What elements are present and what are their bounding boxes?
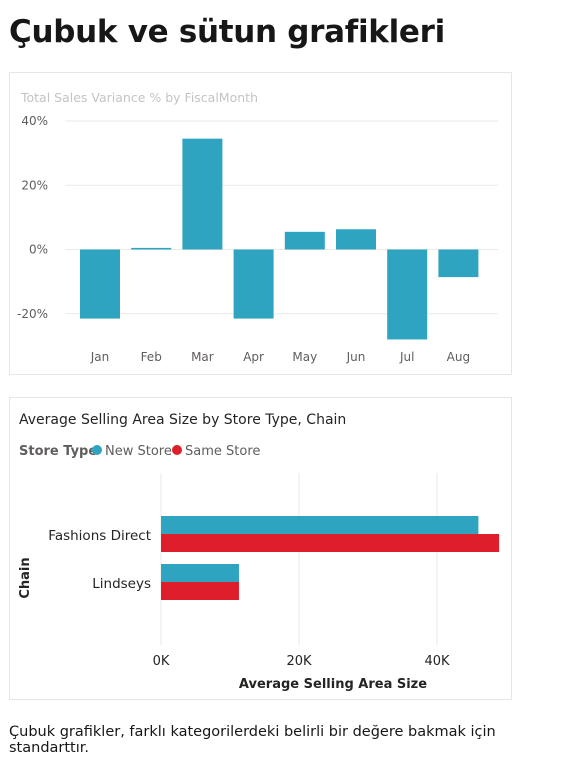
caption: Çubuk grafikler, farklı kategorilerdeki … <box>9 724 496 756</box>
bar-mar[interactable] <box>182 138 223 250</box>
y-axis-label: Chain <box>18 557 33 598</box>
legend-marker-new-store <box>92 445 102 455</box>
legend-label-new-store[interactable]: New Store <box>105 444 172 459</box>
x-tick-label: 20K <box>286 654 312 669</box>
page-title: Çubuk ve sütun grafikleri <box>9 14 445 50</box>
y-axis-ticks: 40% 20% 0% -20% <box>17 114 48 321</box>
x-tick-label: Aug <box>447 350 470 364</box>
legend-title: Store Type <box>19 444 97 459</box>
x-tick-label: 0K <box>153 654 170 669</box>
x-tick-label: Mar <box>191 350 214 364</box>
gridlines <box>160 473 438 645</box>
bar-aug[interactable] <box>438 249 479 278</box>
legend-label-same-store[interactable]: Same Store <box>185 444 260 459</box>
bar-may[interactable] <box>284 231 325 250</box>
bar-new-store-fashions-direct[interactable] <box>161 516 479 534</box>
y-tick-label: 0% <box>29 243 48 257</box>
bar-jan[interactable] <box>80 249 120 319</box>
x-axis-label: Average Selling Area Size <box>239 677 427 692</box>
x-axis-ticks: 0K 20K 40K <box>153 654 450 669</box>
x-tick-label: May <box>292 350 317 364</box>
gridlines <box>65 120 498 315</box>
x-tick-label: Jan <box>90 350 110 364</box>
selling-area-chart[interactable]: Average Selling Area Size by Store Type,… <box>9 397 512 700</box>
y-tick-label: 40% <box>21 114 48 128</box>
x-tick-label: Jun <box>346 350 366 364</box>
y-tick-label: 20% <box>21 178 48 192</box>
chart-title: Average Selling Area Size by Store Type,… <box>19 412 346 428</box>
x-tick-label: Apr <box>243 350 264 364</box>
bars <box>80 138 479 340</box>
bar-jun[interactable] <box>336 229 376 250</box>
bar-same-store-fashions-direct[interactable] <box>161 534 500 552</box>
y-tick-label: -20% <box>17 307 48 321</box>
legend: Store Type New Store Same Store <box>19 444 260 459</box>
legend-marker-same-store <box>172 445 182 455</box>
x-tick-label: Jul <box>399 350 414 364</box>
x-axis-ticks: Jan Feb Mar Apr May Jun Jul Aug <box>90 350 470 364</box>
bar-jul[interactable] <box>387 249 428 340</box>
bar-same-store-lindseys[interactable] <box>161 582 239 600</box>
sales-variance-chart-svg: Total Sales Variance % by FiscalMonth 40… <box>17 90 498 364</box>
category-label: Fashions Direct <box>48 528 151 544</box>
bar-new-store-lindseys[interactable] <box>161 564 239 582</box>
sales-variance-chart[interactable]: Total Sales Variance % by FiscalMonth 40… <box>9 72 512 375</box>
x-tick-label: Feb <box>141 350 162 364</box>
bars <box>161 516 500 600</box>
category-label: Lindseys <box>92 576 151 592</box>
bar-apr[interactable] <box>233 249 274 319</box>
chart-title: Total Sales Variance % by FiscalMonth <box>20 90 258 105</box>
bar-feb[interactable] <box>131 247 172 250</box>
selling-area-chart-svg: Average Selling Area Size by Store Type,… <box>18 412 500 692</box>
category-labels: Fashions Direct Lindseys <box>48 528 151 592</box>
x-tick-label: 40K <box>424 654 450 669</box>
